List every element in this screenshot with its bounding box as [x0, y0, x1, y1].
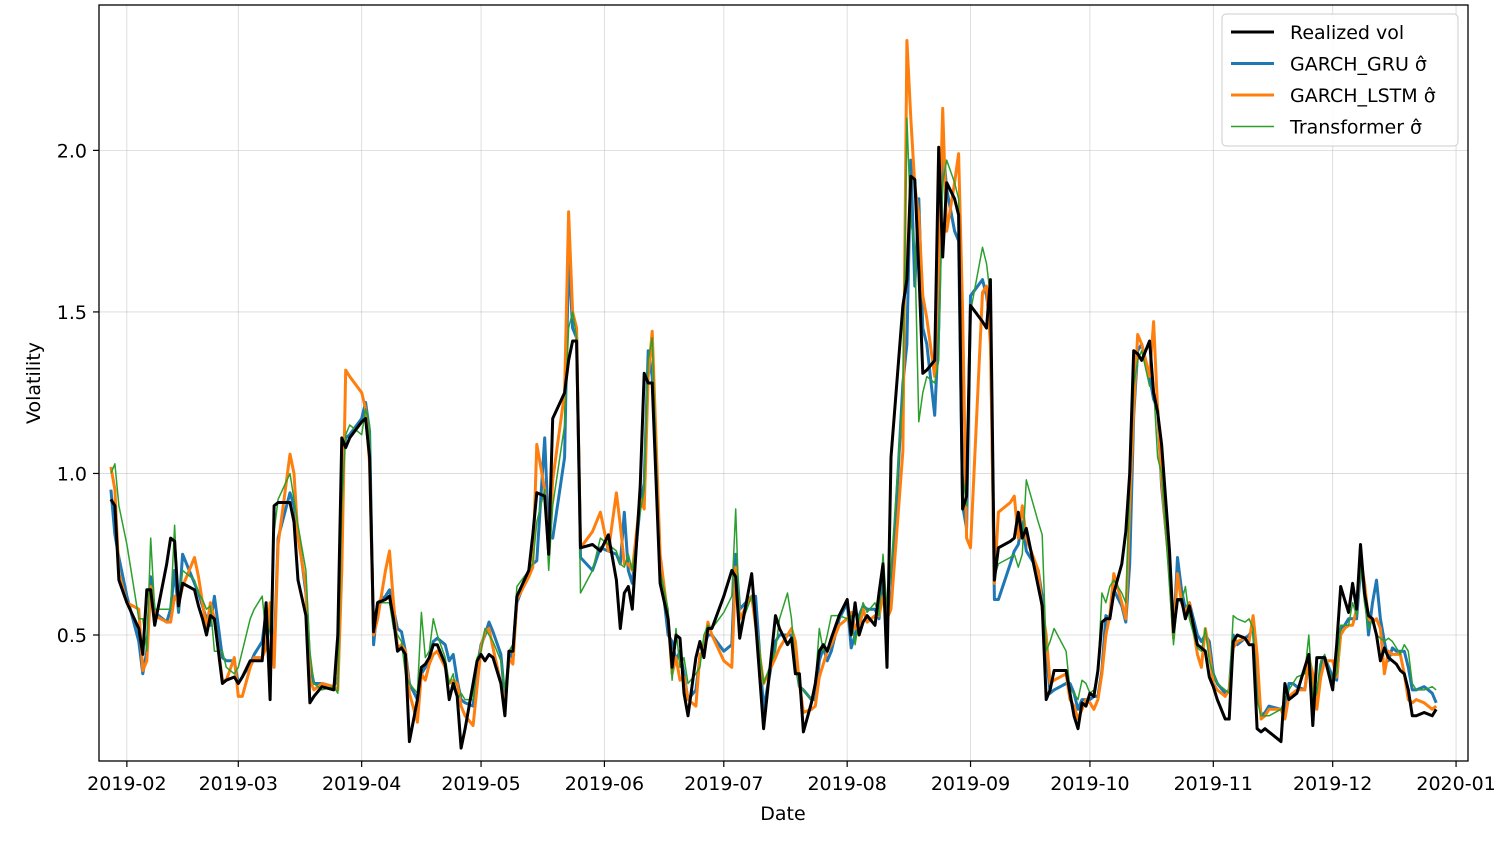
- grid: [99, 5, 1468, 761]
- x-tick-label: 2020-01: [1416, 773, 1495, 795]
- series-line-2: [109, 39, 1438, 727]
- x-tick-label: 2019-04: [322, 773, 401, 795]
- legend-label-1: GARCH_GRU σ̂: [1290, 54, 1427, 76]
- x-tick-label: 2019-10: [1050, 773, 1129, 795]
- x-tick-label: 2019-11: [1174, 773, 1253, 795]
- x-axis-title: Date: [760, 803, 805, 825]
- x-tick-label: 2019-09: [931, 773, 1010, 795]
- x-tick-label: 2019-12: [1293, 773, 1372, 795]
- y-tick-label: 1.5: [57, 302, 87, 324]
- x-axis: 2019-02 2019-03 2019-04 2019-05 2019-06 2019-…: [87, 761, 1496, 795]
- x-tick-label: 2019-08: [807, 773, 886, 795]
- x-tick-label: 2019-05: [441, 773, 520, 795]
- y-tick-label: 2.0: [57, 140, 87, 162]
- series-lines: [109, 39, 1438, 750]
- y-tick-label: 0.5: [57, 625, 87, 647]
- y-axis-title: Volatility: [23, 342, 45, 424]
- series-line-0: [109, 145, 1438, 750]
- legend: Realized vol GARCH_GRU σ̂ GARCH_LSTM σ̂ Tra…: [1221, 13, 1459, 147]
- y-tick-label: 1.0: [57, 463, 87, 485]
- y-axis: 0.5 1.0 1.5 2.0: [57, 140, 99, 647]
- x-tick-label: 2019-02: [87, 773, 166, 795]
- legend-label-3: Transformer σ̂: [1289, 117, 1422, 139]
- legend-label-2: GARCH_LSTM σ̂: [1290, 85, 1436, 107]
- plot-frame: [98, 4, 1469, 762]
- legend-label-0: Realized vol: [1290, 22, 1404, 44]
- x-tick-label: 2019-03: [199, 773, 278, 795]
- x-tick-label: 2019-07: [684, 773, 763, 795]
- x-tick-label: 2019-06: [565, 773, 644, 795]
- legend-box: [1221, 13, 1459, 147]
